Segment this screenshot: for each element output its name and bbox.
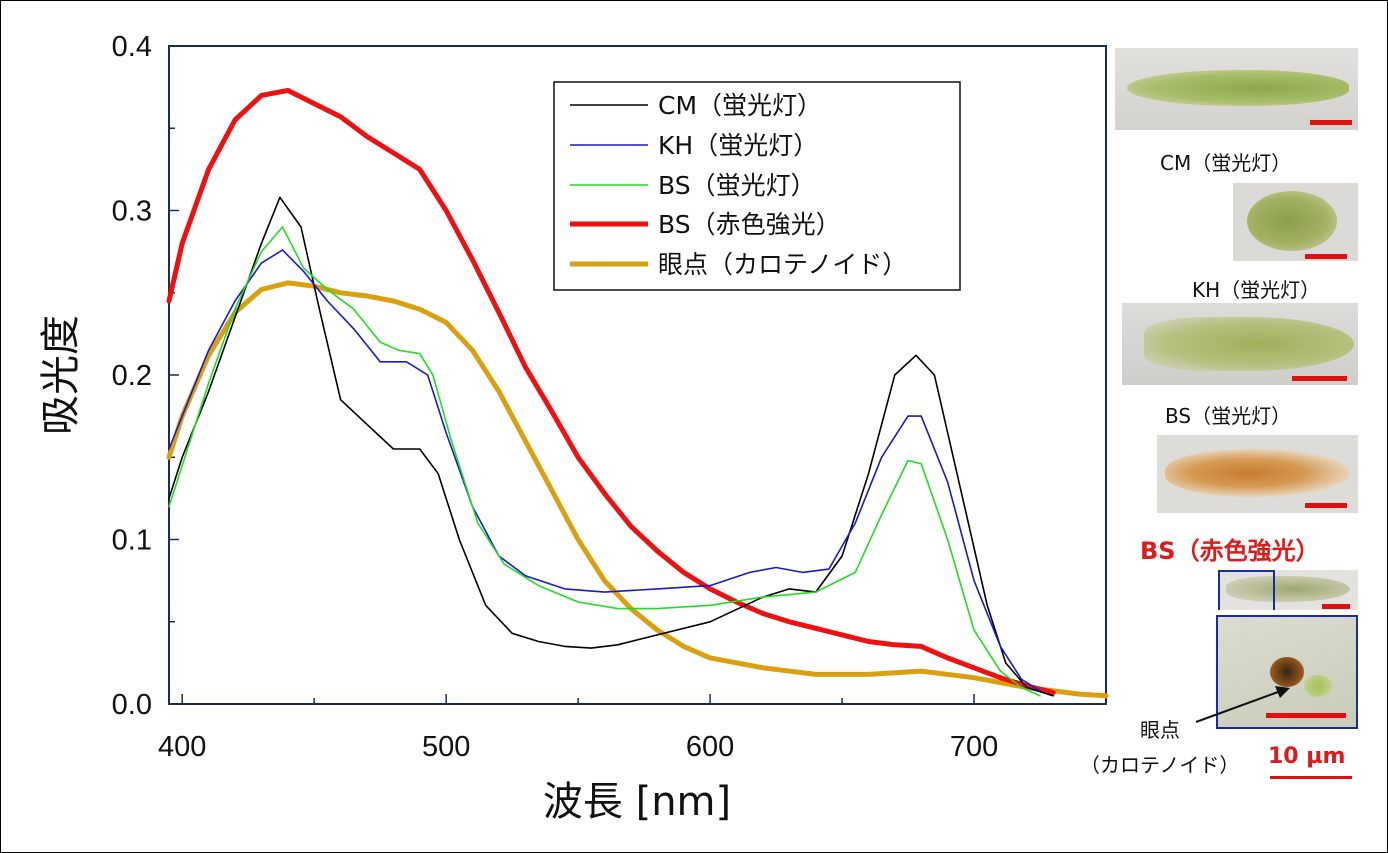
euglena-cell [1144,317,1354,371]
scale-bar [1266,713,1346,718]
chloroplast [1304,675,1332,697]
eyespot-label: 眼点 [1140,718,1180,742]
series-layer [166,87,1109,699]
series-line-1 [168,249,1041,692]
euglena-cell [1247,191,1337,251]
y-tick-label-0.1: 0.1 [112,525,152,557]
legend-box [553,81,961,291]
x-axis-title: 波長 [nm] [543,779,731,825]
scale-bar [1310,120,1352,125]
x-tick-label-500: 500 [422,731,470,763]
absorbance-chart: 400 500 600 700 0.0 0.1 0.2 0.3 0.4 波長 [… [38,31,1109,825]
euglena-cell [1165,449,1350,497]
y-axis-title: 吸光度 [38,315,84,435]
x-tick-label-600: 600 [686,731,734,763]
legend-label-cm: CM（蛍光灯） [658,91,822,120]
cell-photo-bs [1122,303,1358,385]
legend-label-bs-red: BS（赤色強光） [658,210,841,239]
x-tick-label-400: 400 [158,731,206,763]
y-tick-label-0.4: 0.4 [112,31,152,63]
y-tick-label-0.2: 0.2 [112,360,152,392]
legend: CM（蛍光灯） KH（蛍光灯） BS（蛍光灯） BS（赤色強光） 眼点（カロテノ… [553,81,961,291]
eyespot-label-sub: （カロテノイド） [1080,753,1240,777]
cell-photo-cm [1115,48,1358,130]
caption-kh: KH（蛍光灯） [1192,278,1321,302]
scale-bar [1305,254,1347,259]
scale-bar [1305,503,1347,508]
legend-label-eyespot: 眼点（カロテノイド） [658,250,907,279]
scale-bar [1322,604,1350,609]
cell-photo-bs-red [1157,435,1358,513]
euglena-cell [1127,70,1349,106]
caption-bs-red: BS（赤色強光） [1140,537,1320,565]
cell-photo-kh [1233,183,1358,261]
x-tick-label-700: 700 [950,731,998,763]
scale-underline [1270,776,1352,779]
series-line-3 [166,87,1056,695]
scale-label: 10 µm [1268,744,1346,769]
y-tick-labels: 0.0 0.1 0.2 0.3 0.4 [112,31,152,721]
y-tick-label-0.0: 0.0 [112,689,152,721]
caption-bs: BS（蛍光灯） [1165,404,1292,428]
x-tick-labels: 400 500 600 700 [158,731,998,763]
scale-bar [1292,376,1347,381]
y-tick-label-0.3: 0.3 [112,196,152,228]
zoom-frame [1218,570,1275,610]
series-line-0 [168,196,1054,697]
legend-label-kh: KH（蛍光灯） [658,131,818,160]
euglena-cell [1226,576,1350,602]
series-line-4 [166,280,1109,699]
cell-photo-overview [1218,570,1358,610]
legend-label-bs: BS（蛍光灯） [658,171,816,200]
eyespot [1270,657,1304,687]
cell-photo-eyespot-zoom [1216,615,1358,729]
series-line-2 [168,226,1041,697]
caption-cm: CM（蛍光灯） [1160,151,1292,175]
